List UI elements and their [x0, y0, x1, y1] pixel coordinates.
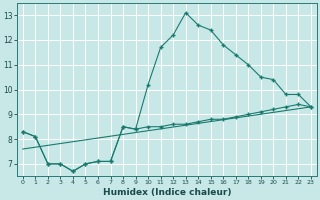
X-axis label: Humidex (Indice chaleur): Humidex (Indice chaleur): [103, 188, 231, 197]
